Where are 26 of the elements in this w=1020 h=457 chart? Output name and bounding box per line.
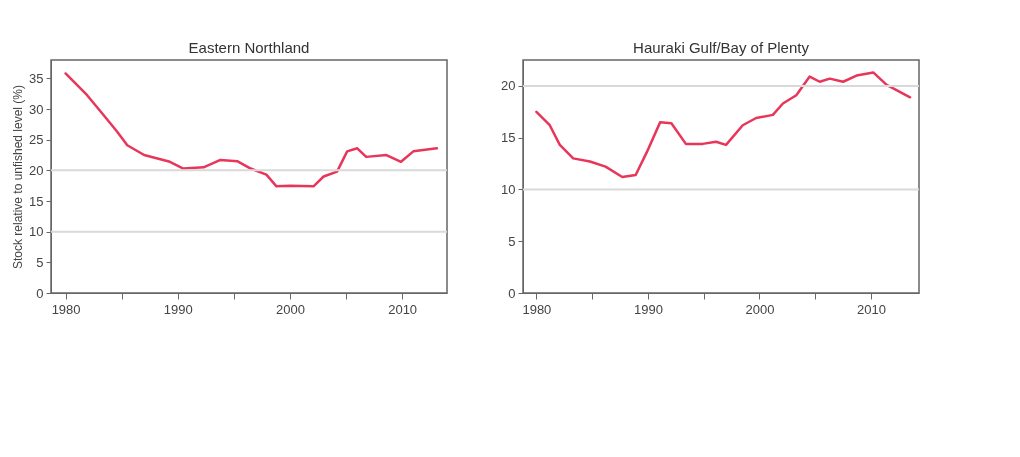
x-tick-label: 1990 xyxy=(633,301,663,317)
x-tick-label: 2010 xyxy=(857,301,886,317)
x-tick-label: 2000 xyxy=(745,301,775,317)
y-tick-label: 15 xyxy=(29,193,44,209)
y-axis-title: Stock relative to unfished level (%) xyxy=(11,84,26,270)
x-tick-label: 2010 xyxy=(388,301,418,317)
y-tick-label: 30 xyxy=(29,101,44,117)
line-series xyxy=(535,71,912,179)
line-series xyxy=(64,72,439,188)
y-tick-label: 15 xyxy=(501,130,516,146)
y-tick-label: 10 xyxy=(29,224,44,240)
y-tick-label: 10 xyxy=(501,181,516,197)
y-tick-label: 5 xyxy=(36,254,44,270)
chart-title: Eastern Northland xyxy=(188,39,310,56)
y-tick-label: 20 xyxy=(29,162,44,178)
y-tick-label: 5 xyxy=(508,233,516,249)
y-tick-label: 0 xyxy=(36,285,44,301)
y-tick-label: 20 xyxy=(501,78,516,94)
x-tick-label: 2000 xyxy=(275,301,305,317)
x-tick-label: 1980 xyxy=(522,301,552,317)
chart-title: Hauraki Gulf/Bay of Plenty xyxy=(633,39,810,56)
x-tick-label: 1990 xyxy=(163,301,193,317)
y-tick-label: 0 xyxy=(508,285,516,301)
y-tick-label: 25 xyxy=(29,132,44,148)
x-tick-label: 1980 xyxy=(51,301,81,317)
y-tick-label: 35 xyxy=(29,70,44,86)
